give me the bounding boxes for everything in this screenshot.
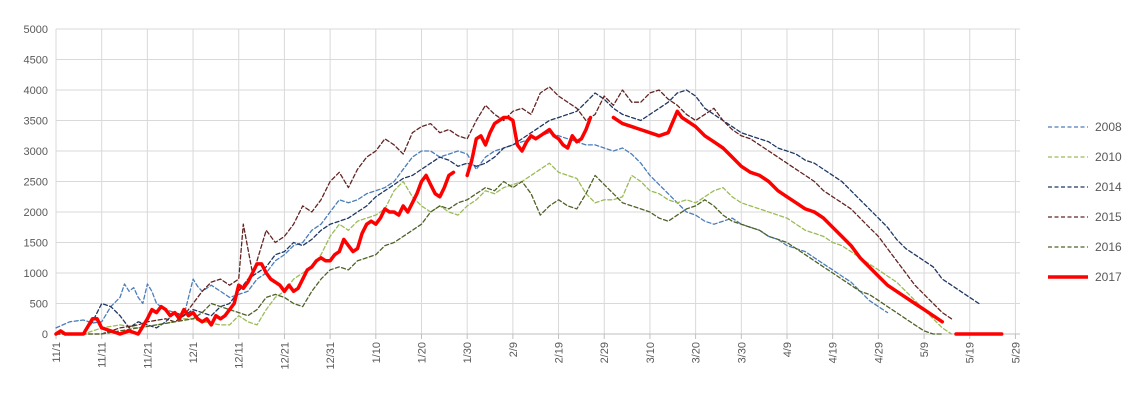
legend-label: 2010	[1095, 150, 1122, 164]
x-tick-label: 4/19	[828, 342, 840, 363]
series-2008	[55, 132, 889, 329]
x-tick-label: 5/19	[965, 342, 977, 363]
legend-label: 2015	[1095, 210, 1122, 224]
x-tick-label: 3/30	[736, 342, 748, 363]
y-tick-label: 4000	[24, 85, 48, 97]
series-line-2014	[55, 89, 980, 335]
x-tick-label: 12/31	[325, 342, 337, 370]
series-2014	[55, 89, 980, 335]
series-line-2017	[611, 109, 945, 324]
x-tick-label: 2/19	[554, 342, 566, 363]
x-tick-label: 12/21	[279, 342, 291, 370]
x-tick-label: 11/1	[51, 342, 63, 363]
legend-item-2016: 2016	[1048, 240, 1122, 254]
series-2017	[54, 109, 1004, 336]
series-line-2016	[55, 174, 943, 335]
y-tick-label: 2500	[24, 177, 48, 189]
y-tick-label: 1500	[24, 238, 48, 250]
legend-label: 2016	[1095, 240, 1122, 254]
y-tick-label: 1000	[24, 268, 48, 280]
x-axis-tick-labels: 11/1 11/11 11/21 12/1 12/11 12/21 12/31 1/10 1/2…	[51, 342, 1022, 370]
legend-item-2008: 2008	[1048, 120, 1122, 134]
x-tick-label: 11/11	[97, 342, 109, 368]
legend-item-2014: 2014	[1048, 180, 1122, 194]
x-tick-label: 3/20	[691, 342, 703, 363]
legend-label: 2014	[1095, 180, 1122, 194]
x-tick-label: 2/29	[599, 342, 611, 363]
series-line-2008	[55, 132, 889, 329]
series-line-2010	[55, 162, 953, 335]
y-axis-tick-labels: 0 500 1000 1500 2000 2500 3000 3500 4000 4500 5000	[24, 24, 48, 341]
x-tick-label: 12/11	[234, 342, 246, 369]
x-tick-label: 4/29	[873, 342, 885, 363]
y-tick-label: 4500	[24, 55, 48, 67]
x-tick-label: 1/30	[462, 342, 474, 363]
x-tick-label: 4/9	[782, 342, 794, 357]
x-tick-label: 3/10	[645, 342, 657, 363]
legend-item-2010: 2010	[1048, 150, 1122, 164]
series-2015	[55, 86, 953, 335]
legend: 2008 2010 2014 2015 2016 2017	[1048, 120, 1122, 284]
series-line-2017	[54, 170, 456, 336]
x-tick-label: 12/1	[188, 342, 200, 363]
legend-label: 2008	[1095, 120, 1122, 134]
x-tick-label: 1/20	[416, 342, 428, 363]
series-lines	[54, 86, 1004, 336]
y-tick-label: 3000	[24, 146, 48, 158]
x-tick-label: 5/29	[1010, 342, 1022, 363]
y-tick-label: 0	[42, 329, 48, 341]
y-tick-label: 2000	[24, 207, 48, 219]
gridlines	[55, 28, 1020, 339]
series-2016	[55, 174, 943, 335]
y-tick-label: 500	[30, 299, 48, 311]
series-line-2015	[55, 86, 953, 335]
x-tick-label: 11/21	[142, 342, 154, 369]
x-tick-label: 5/9	[919, 342, 931, 357]
legend-item-2017: 2017	[1048, 270, 1122, 284]
legend-item-2015: 2015	[1048, 210, 1122, 224]
y-tick-label: 5000	[24, 24, 48, 36]
series-line-2017	[465, 115, 593, 178]
x-tick-label: 2/9	[508, 342, 520, 357]
series-2010	[55, 162, 953, 335]
legend-label: 2017	[1095, 270, 1122, 284]
x-tick-label: 1/10	[371, 342, 383, 363]
y-tick-label: 3500	[24, 116, 48, 128]
